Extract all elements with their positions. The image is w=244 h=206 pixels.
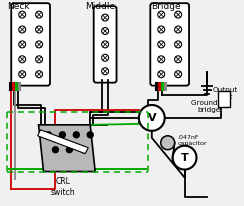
Circle shape bbox=[36, 26, 42, 33]
Circle shape bbox=[19, 56, 26, 63]
Text: V: V bbox=[147, 113, 156, 123]
Text: Output
jack: Output jack bbox=[213, 87, 238, 100]
Circle shape bbox=[87, 132, 93, 138]
Circle shape bbox=[158, 56, 165, 63]
Circle shape bbox=[175, 56, 182, 63]
Circle shape bbox=[102, 54, 109, 61]
Circle shape bbox=[60, 132, 65, 138]
Circle shape bbox=[73, 132, 79, 138]
Circle shape bbox=[175, 26, 182, 33]
Circle shape bbox=[46, 132, 51, 138]
Text: CRL
switch: CRL switch bbox=[51, 178, 76, 197]
Text: .047nF
capacitor: .047nF capacitor bbox=[178, 135, 207, 146]
Circle shape bbox=[36, 11, 42, 18]
Circle shape bbox=[102, 14, 109, 21]
FancyBboxPatch shape bbox=[94, 6, 117, 83]
Circle shape bbox=[102, 68, 109, 75]
Text: Bridge: Bridge bbox=[151, 2, 181, 11]
Circle shape bbox=[175, 71, 182, 78]
Circle shape bbox=[175, 41, 182, 48]
Circle shape bbox=[158, 41, 165, 48]
Circle shape bbox=[80, 147, 86, 153]
Circle shape bbox=[19, 11, 26, 18]
FancyBboxPatch shape bbox=[218, 91, 230, 107]
Circle shape bbox=[52, 147, 58, 153]
Circle shape bbox=[158, 71, 165, 78]
FancyBboxPatch shape bbox=[150, 3, 189, 86]
Text: T: T bbox=[181, 153, 188, 163]
Polygon shape bbox=[39, 125, 95, 172]
Circle shape bbox=[19, 26, 26, 33]
Text: Neck: Neck bbox=[7, 2, 30, 11]
Circle shape bbox=[175, 11, 182, 18]
Text: Middle: Middle bbox=[85, 2, 115, 11]
Polygon shape bbox=[38, 130, 88, 154]
Circle shape bbox=[139, 105, 165, 131]
Circle shape bbox=[66, 147, 72, 153]
Text: Ground to
bridge: Ground to bridge bbox=[191, 100, 227, 113]
Circle shape bbox=[161, 136, 175, 150]
Circle shape bbox=[158, 11, 165, 18]
Circle shape bbox=[36, 71, 42, 78]
Circle shape bbox=[158, 26, 165, 33]
Circle shape bbox=[19, 71, 26, 78]
Circle shape bbox=[36, 41, 42, 48]
Circle shape bbox=[102, 41, 109, 48]
FancyBboxPatch shape bbox=[11, 3, 50, 86]
Circle shape bbox=[36, 56, 42, 63]
Circle shape bbox=[19, 41, 26, 48]
Circle shape bbox=[173, 146, 196, 170]
Circle shape bbox=[102, 28, 109, 34]
